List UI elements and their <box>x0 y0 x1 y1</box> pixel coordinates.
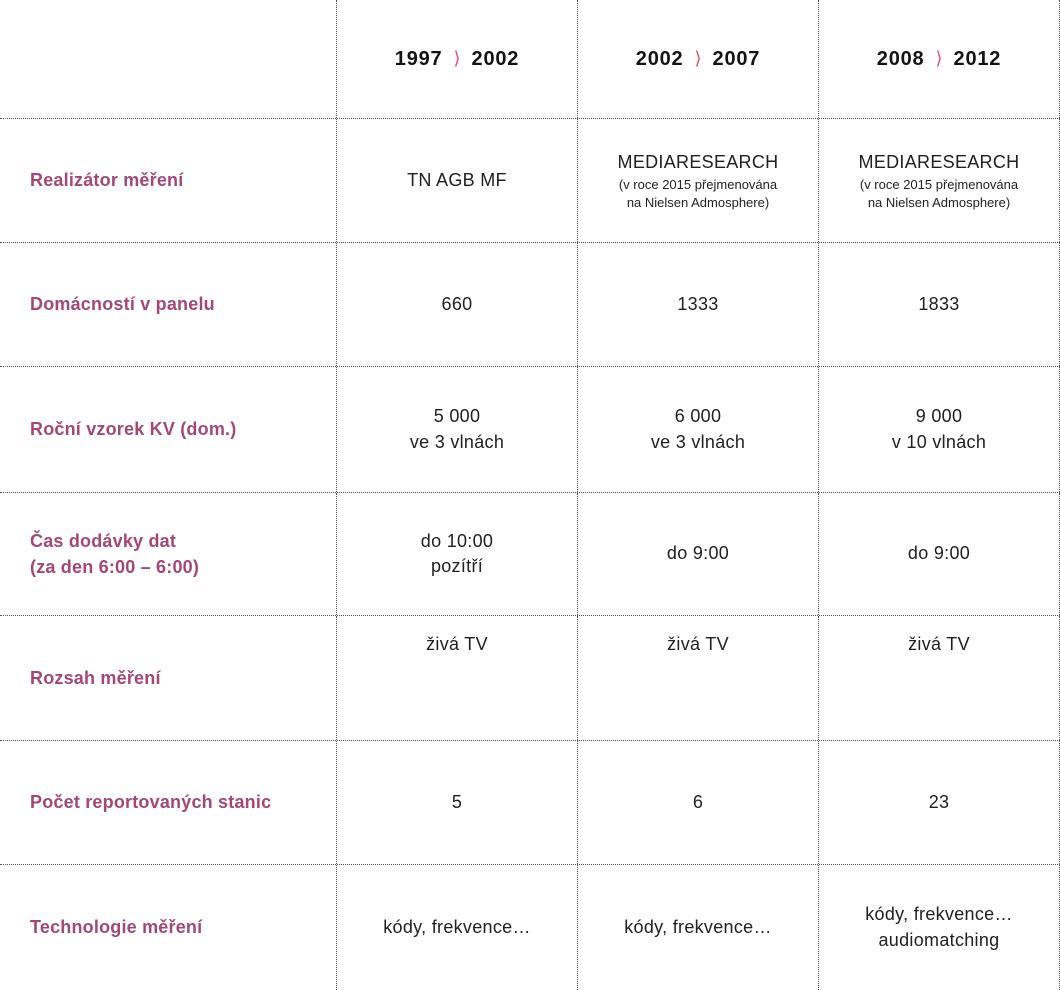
table-cell: 1333 <box>577 243 818 366</box>
period-end-year: 2002 <box>471 47 520 70</box>
cell-value: živá TV <box>426 634 488 654</box>
row-label-cell: Roční vzorek KV (dom.) <box>0 367 336 492</box>
table-row-pocet-stanic: Počet reportovaných stanic 5 6 23 <box>0 740 1060 864</box>
period-header-2002-2007: 2002 ⟩ 2007 <box>577 0 818 118</box>
table-cell: 6 <box>577 741 818 864</box>
row-label-cell: Realizátor měření <box>0 119 336 242</box>
table-cell: živá TV <box>818 616 1060 740</box>
period-start-year: 2008 <box>876 47 925 70</box>
cell-value: MEDIARESEARCH <box>858 151 1020 172</box>
table-cell: 5 000 ve 3 vlnách <box>336 367 577 492</box>
cell-value: 5 <box>451 791 463 812</box>
period-header-2008-2012: 2008 ⟩ 2012 <box>818 0 1060 118</box>
table-cell: živá TV <box>577 616 818 740</box>
row-label: Domácností v panelu <box>30 294 215 315</box>
table-cell: 9 000 v 10 vlnách <box>818 367 1060 492</box>
cell-value: kódy, frekvence… <box>383 916 531 937</box>
cell-value: kódy, frekvence… <box>624 916 772 937</box>
table-cell: do 9:00 <box>577 493 818 615</box>
cell-value: 6 000 ve 3 vlnách <box>650 406 746 452</box>
chevron-right-icon: ⟩ <box>694 48 702 68</box>
period-start-year: 2002 <box>635 47 684 70</box>
table-cell: 5 <box>336 741 577 864</box>
row-label: Technologie měření <box>30 917 203 938</box>
cell-value: 1833 <box>918 293 960 314</box>
table-row-rocni-vzorek: Roční vzorek KV (dom.) 5 000 ve 3 vlnách… <box>0 366 1060 492</box>
table-cell: do 9:00 <box>818 493 1060 615</box>
cell-value: 5 000 ve 3 vlnách <box>409 406 505 452</box>
cell-value: živá TV <box>908 634 970 654</box>
period-header-1997-2002: 1997 ⟩ 2002 <box>336 0 577 118</box>
cell-subtext: (v roce 2015 přejmenována na Nielsen Adm… <box>618 177 778 210</box>
table-cell: 6 000 ve 3 vlnách <box>577 367 818 492</box>
cell-value: 660 <box>441 293 473 314</box>
row-label-cell: Počet reportovaných stanic <box>0 741 336 864</box>
cell-value: MEDIARESEARCH <box>617 151 779 172</box>
table-row-cas-dodavky-dat: Čas dodávky dat (za den 6:00 – 6:00) do … <box>0 492 1060 615</box>
row-label: Čas dodávky dat (za den 6:00 – 6:00) <box>30 530 200 577</box>
header-spacer-cell <box>0 0 336 118</box>
table-cell: kódy, frekvence… audiomatching <box>818 865 1060 990</box>
table-cell: TN AGB MF <box>336 119 577 242</box>
cell-value: 9 000 v 10 vlnách <box>891 406 987 452</box>
table-cell: kódy, frekvence… <box>577 865 818 990</box>
row-label-cell: Rozsah měření <box>0 616 336 740</box>
table-cell: živá TV <box>336 616 577 740</box>
table-cell: MEDIARESEARCH (v roce 2015 přejmenována … <box>818 119 1060 242</box>
period-end-year: 2007 <box>712 47 761 70</box>
cell-value: do 9:00 <box>666 543 730 564</box>
row-label: Realizátor měření <box>30 170 184 191</box>
cell-value: 1333 <box>677 293 719 314</box>
period-end-year: 2012 <box>953 47 1002 70</box>
chevron-right-icon: ⟩ <box>935 48 943 68</box>
period-start-year: 1997 <box>394 47 443 70</box>
row-label: Rozsah měření <box>30 667 161 688</box>
cell-value: živá TV <box>667 634 729 654</box>
row-label: Počet reportovaných stanic <box>30 792 272 813</box>
row-label-cell: Domácností v panelu <box>0 243 336 366</box>
table-cell: kódy, frekvence… <box>336 865 577 990</box>
row-label-cell: Čas dodávky dat (za den 6:00 – 6:00) <box>0 493 336 615</box>
cell-value: do 10:00 pozítří <box>420 530 494 576</box>
cell-value: kódy, frekvence… audiomatching <box>865 904 1013 950</box>
cell-value: 6 <box>692 791 704 812</box>
table-header-row: 1997 ⟩ 2002 2002 ⟩ 2007 2008 ⟩ 2012 <box>0 0 1060 118</box>
table-cell: 1833 <box>818 243 1060 366</box>
cell-value: do 9:00 <box>907 543 971 564</box>
cell-value: TN AGB MF <box>407 169 507 190</box>
table-row-realizator-mereni: Realizátor měření TN AGB MF MEDIARESEARC… <box>0 118 1060 242</box>
table-cell: MEDIARESEARCH (v roce 2015 přejmenována … <box>577 119 818 242</box>
table-row-domacnosti-v-panelu: Domácností v panelu 660 1333 1833 <box>0 242 1060 366</box>
table-row-technologie-mereni: Technologie měření kódy, frekvence… kódy… <box>0 864 1060 990</box>
table-row-rozsah-mereni: Rozsah měření živá TV živá TV živá TV <box>0 615 1060 740</box>
chevron-right-icon: ⟩ <box>453 48 461 68</box>
row-label: Roční vzorek KV (dom.) <box>30 419 237 440</box>
cell-value: 23 <box>928 791 950 812</box>
row-label-cell: Technologie měření <box>0 865 336 990</box>
cell-subtext: (v roce 2015 přejmenována na Nielsen Adm… <box>859 177 1019 210</box>
table-cell: do 10:00 pozítří <box>336 493 577 615</box>
table-cell: 23 <box>818 741 1060 864</box>
table-cell: 660 <box>336 243 577 366</box>
